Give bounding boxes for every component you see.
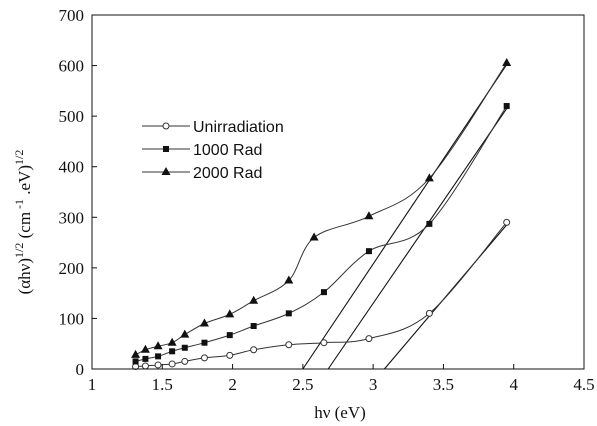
data-point — [132, 358, 139, 365]
y-tick-label: 500 — [59, 107, 85, 126]
data-point — [249, 295, 259, 304]
data-point — [309, 232, 319, 241]
plot-frame — [91, 14, 585, 370]
data-point — [364, 211, 374, 220]
data-point — [424, 173, 434, 182]
data-point — [181, 344, 188, 351]
data-point — [425, 309, 433, 317]
data-point — [503, 103, 510, 110]
data-point — [131, 349, 141, 358]
data-point — [140, 344, 150, 353]
y-axis-title-unit-open: (cm — [15, 212, 34, 243]
y-axis-title-exp1: 1/2 — [12, 243, 26, 258]
data-point — [142, 355, 149, 362]
y-axis-title: (αhν)1/2 (cm -1 .eV)1/2 — [12, 150, 34, 295]
data-point — [199, 318, 209, 327]
legend-label-unirradiation: Unirradiation — [193, 119, 284, 136]
data-point — [181, 357, 189, 365]
legend: Unirradiation 1000 Rad 2000 Rad — [142, 119, 284, 182]
fit-line — [302, 64, 508, 370]
y-tick-label: 100 — [59, 309, 85, 328]
series-line — [135, 62, 508, 356]
data-point — [169, 348, 176, 355]
data-point — [365, 335, 373, 343]
data-point — [141, 362, 149, 370]
data-point — [226, 351, 234, 359]
x-tick-label: 4 — [509, 375, 518, 394]
x-tick-label: 1.5 — [152, 375, 173, 394]
y-tick-label: 0 — [76, 360, 85, 379]
legend-label-2000-rad: 2000 Rad — [193, 165, 262, 182]
data-point — [226, 332, 233, 339]
x-tick-label: 2 — [228, 375, 237, 394]
data-point — [285, 341, 293, 349]
data-point — [284, 275, 294, 284]
open-circle-icon — [162, 122, 170, 130]
fit-lines — [302, 64, 508, 370]
data-point — [502, 58, 512, 67]
data-point — [320, 339, 328, 347]
y-tick-label: 200 — [59, 259, 85, 278]
y-tick-label: 600 — [59, 57, 85, 76]
data-point — [155, 353, 162, 360]
data-point — [200, 354, 208, 362]
y-axis-title-unit-mid: .eV) — [15, 165, 34, 199]
fit-line — [327, 108, 508, 370]
y-tick-label: 300 — [59, 208, 85, 227]
data-point — [250, 323, 257, 330]
y-axis-title-base: (αhν) — [15, 258, 34, 294]
x-tick-label: 4.5 — [573, 375, 594, 394]
data-point — [153, 341, 163, 350]
x-tick-label: 3.5 — [433, 375, 454, 394]
data-point — [285, 310, 292, 317]
data-point — [154, 361, 162, 369]
x-tick-label: 2.5 — [292, 375, 313, 394]
y-axis-title-group: (αhν)1/2 (cm -1 .eV)1/2 — [12, 150, 34, 295]
legend-item-2000-rad: 2000 Rad — [142, 165, 262, 182]
data-point — [225, 309, 235, 318]
legend-label-1000-rad: 1000 Rad — [193, 142, 262, 159]
filled-square-icon — [163, 146, 169, 152]
y-axis-title-unit-exp: -1 — [12, 199, 26, 212]
tick-labels: 1 1.5 2 2.5 3 3.5 4 4.5 0 100 200 300 400 500 600 700 — [59, 6, 595, 394]
y-tick-label: 700 — [59, 6, 85, 25]
legend-item-1000-rad: 1000 Rad — [142, 142, 262, 159]
axes — [91, 14, 585, 370]
filled-triangle-icon — [161, 167, 171, 175]
data-point — [180, 329, 190, 338]
data-point — [426, 220, 433, 227]
y-tick-label: 400 — [59, 158, 85, 177]
data-point — [201, 339, 208, 346]
data-point — [167, 337, 177, 346]
series-layer — [131, 58, 512, 370]
legend-item-unirradiation: Unirradiation — [142, 119, 284, 136]
x-axis-title: hν (eV) — [314, 403, 366, 422]
data-point — [365, 248, 372, 255]
x-tick-label: 1 — [88, 375, 97, 394]
data-point — [250, 346, 258, 354]
data-point — [503, 218, 511, 226]
y-axis-title-exp2: 1/2 — [12, 150, 26, 165]
x-tick-label: 3 — [369, 375, 378, 394]
data-point — [168, 360, 176, 368]
data-point — [320, 289, 327, 296]
